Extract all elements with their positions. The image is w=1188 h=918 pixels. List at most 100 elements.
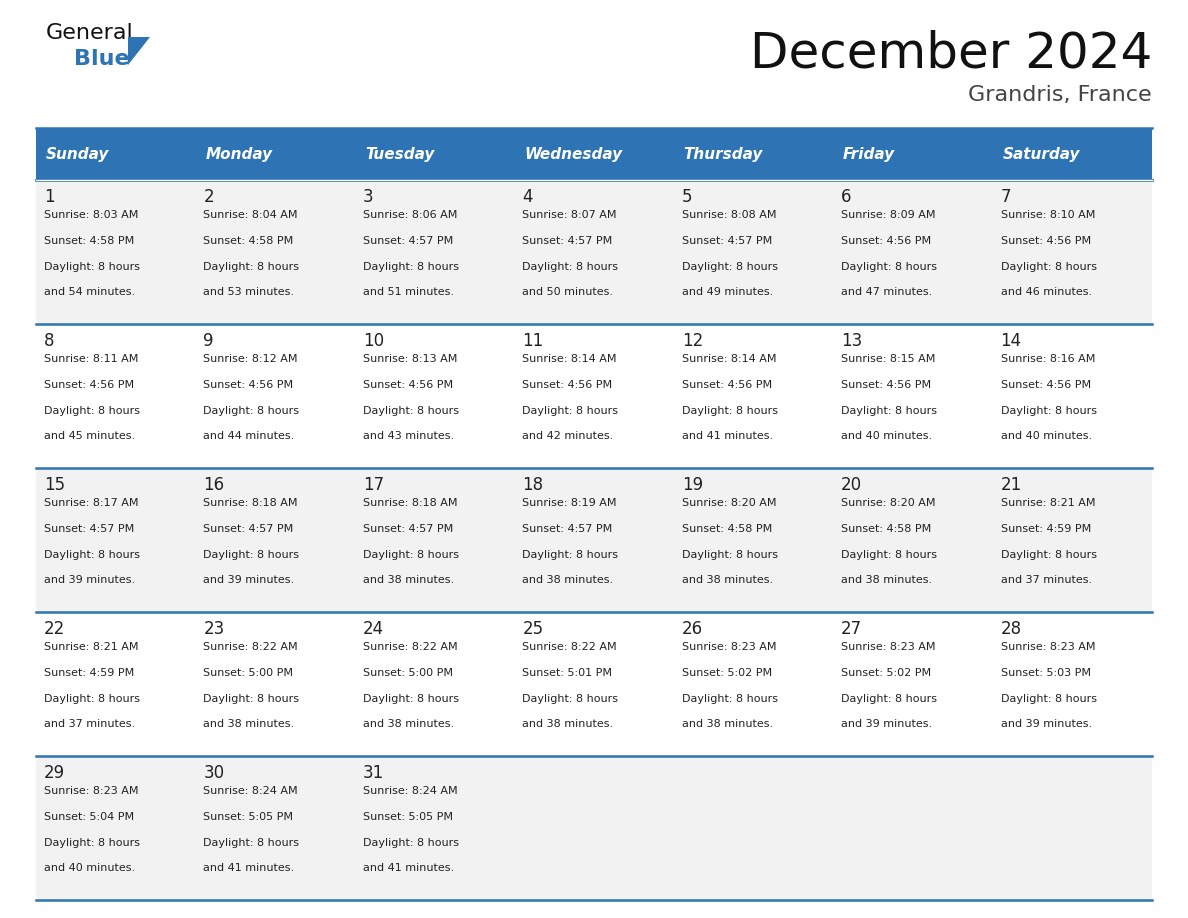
Text: and 51 minutes.: and 51 minutes. xyxy=(362,287,454,297)
Text: and 38 minutes.: and 38 minutes. xyxy=(362,576,454,586)
Text: and 45 minutes.: and 45 minutes. xyxy=(44,431,135,442)
Text: and 38 minutes.: and 38 minutes. xyxy=(523,576,613,586)
Text: Sunrise: 8:23 AM: Sunrise: 8:23 AM xyxy=(1000,642,1095,652)
Text: Daylight: 8 hours: Daylight: 8 hours xyxy=(203,694,299,703)
Text: Sunset: 5:00 PM: Sunset: 5:00 PM xyxy=(203,667,293,677)
Text: 26: 26 xyxy=(682,620,703,638)
Text: Sunset: 5:00 PM: Sunset: 5:00 PM xyxy=(362,667,453,677)
Text: Thursday: Thursday xyxy=(684,147,763,162)
Text: Daylight: 8 hours: Daylight: 8 hours xyxy=(1000,550,1097,560)
Text: Daylight: 8 hours: Daylight: 8 hours xyxy=(841,550,937,560)
Text: Daylight: 8 hours: Daylight: 8 hours xyxy=(362,837,459,847)
Text: Sunrise: 8:20 AM: Sunrise: 8:20 AM xyxy=(682,498,776,508)
Text: Sunset: 4:57 PM: Sunset: 4:57 PM xyxy=(44,524,134,533)
Text: Sunrise: 8:14 AM: Sunrise: 8:14 AM xyxy=(523,354,617,364)
Text: Sunrise: 8:03 AM: Sunrise: 8:03 AM xyxy=(44,210,138,220)
Text: 6: 6 xyxy=(841,188,852,206)
Text: Daylight: 8 hours: Daylight: 8 hours xyxy=(44,262,140,272)
Text: Daylight: 8 hours: Daylight: 8 hours xyxy=(44,837,140,847)
Text: 18: 18 xyxy=(523,476,543,494)
Text: Sunday: Sunday xyxy=(46,147,109,162)
Text: Sunset: 5:01 PM: Sunset: 5:01 PM xyxy=(523,667,612,677)
Text: 1: 1 xyxy=(44,188,55,206)
Text: Saturday: Saturday xyxy=(1003,147,1080,162)
Text: Daylight: 8 hours: Daylight: 8 hours xyxy=(1000,262,1097,272)
Text: and 54 minutes.: and 54 minutes. xyxy=(44,287,135,297)
Text: Sunrise: 8:20 AM: Sunrise: 8:20 AM xyxy=(841,498,936,508)
Text: Sunrise: 8:17 AM: Sunrise: 8:17 AM xyxy=(44,498,139,508)
Text: Sunrise: 8:24 AM: Sunrise: 8:24 AM xyxy=(203,786,298,796)
Text: Sunset: 4:57 PM: Sunset: 4:57 PM xyxy=(362,524,453,533)
Text: 10: 10 xyxy=(362,332,384,350)
Text: Sunrise: 8:21 AM: Sunrise: 8:21 AM xyxy=(1000,498,1095,508)
Text: and 37 minutes.: and 37 minutes. xyxy=(1000,576,1092,586)
Text: Daylight: 8 hours: Daylight: 8 hours xyxy=(1000,694,1097,703)
Text: 5: 5 xyxy=(682,188,693,206)
Text: Monday: Monday xyxy=(206,147,272,162)
Text: and 41 minutes.: and 41 minutes. xyxy=(362,863,454,873)
Text: Sunset: 4:58 PM: Sunset: 4:58 PM xyxy=(203,236,293,246)
Text: Grandris, France: Grandris, France xyxy=(968,85,1152,105)
Text: Daylight: 8 hours: Daylight: 8 hours xyxy=(1000,406,1097,416)
Text: Sunrise: 8:18 AM: Sunrise: 8:18 AM xyxy=(362,498,457,508)
Text: Sunset: 5:04 PM: Sunset: 5:04 PM xyxy=(44,812,134,822)
Text: 3: 3 xyxy=(362,188,373,206)
Text: and 50 minutes.: and 50 minutes. xyxy=(523,287,613,297)
Text: and 53 minutes.: and 53 minutes. xyxy=(203,287,295,297)
Text: and 38 minutes.: and 38 minutes. xyxy=(682,576,773,586)
Text: Daylight: 8 hours: Daylight: 8 hours xyxy=(203,550,299,560)
Text: 9: 9 xyxy=(203,332,214,350)
Text: 23: 23 xyxy=(203,620,225,638)
Text: Sunset: 4:56 PM: Sunset: 4:56 PM xyxy=(44,380,134,390)
Text: Sunrise: 8:22 AM: Sunrise: 8:22 AM xyxy=(523,642,617,652)
Text: Sunset: 4:57 PM: Sunset: 4:57 PM xyxy=(203,524,293,533)
Text: 28: 28 xyxy=(1000,620,1022,638)
Text: and 39 minutes.: and 39 minutes. xyxy=(44,576,135,586)
Text: Daylight: 8 hours: Daylight: 8 hours xyxy=(682,550,778,560)
Text: and 39 minutes.: and 39 minutes. xyxy=(1000,720,1092,729)
Text: and 38 minutes.: and 38 minutes. xyxy=(203,720,295,729)
Text: Sunset: 5:02 PM: Sunset: 5:02 PM xyxy=(841,667,931,677)
Bar xyxy=(36,468,1152,612)
Text: 22: 22 xyxy=(44,620,65,638)
Text: and 49 minutes.: and 49 minutes. xyxy=(682,287,773,297)
Bar xyxy=(36,324,1152,468)
Bar xyxy=(36,756,1152,900)
Text: 29: 29 xyxy=(44,764,65,782)
Polygon shape xyxy=(128,37,150,65)
Text: Daylight: 8 hours: Daylight: 8 hours xyxy=(682,694,778,703)
Text: Daylight: 8 hours: Daylight: 8 hours xyxy=(203,262,299,272)
Text: and 38 minutes.: and 38 minutes. xyxy=(841,576,933,586)
Text: Daylight: 8 hours: Daylight: 8 hours xyxy=(362,262,459,272)
Bar xyxy=(36,180,1152,324)
Text: 31: 31 xyxy=(362,764,384,782)
Text: 20: 20 xyxy=(841,476,862,494)
Text: Sunrise: 8:07 AM: Sunrise: 8:07 AM xyxy=(523,210,617,220)
Text: and 43 minutes.: and 43 minutes. xyxy=(362,431,454,442)
Text: Sunset: 5:05 PM: Sunset: 5:05 PM xyxy=(362,812,453,822)
Text: and 40 minutes.: and 40 minutes. xyxy=(44,863,135,873)
Text: 17: 17 xyxy=(362,476,384,494)
Text: Blue: Blue xyxy=(74,49,129,69)
Text: Sunrise: 8:15 AM: Sunrise: 8:15 AM xyxy=(841,354,935,364)
Text: Tuesday: Tuesday xyxy=(365,147,435,162)
Text: and 38 minutes.: and 38 minutes. xyxy=(523,720,613,729)
Text: Sunset: 5:02 PM: Sunset: 5:02 PM xyxy=(682,667,772,677)
Text: and 47 minutes.: and 47 minutes. xyxy=(841,287,933,297)
Text: Sunset: 4:56 PM: Sunset: 4:56 PM xyxy=(682,380,772,390)
Text: Sunrise: 8:06 AM: Sunrise: 8:06 AM xyxy=(362,210,457,220)
Text: Daylight: 8 hours: Daylight: 8 hours xyxy=(523,262,618,272)
Text: Sunset: 4:57 PM: Sunset: 4:57 PM xyxy=(682,236,772,246)
Bar xyxy=(36,612,1152,756)
Text: Sunset: 4:56 PM: Sunset: 4:56 PM xyxy=(1000,380,1091,390)
Text: and 38 minutes.: and 38 minutes. xyxy=(682,720,773,729)
Text: Sunrise: 8:23 AM: Sunrise: 8:23 AM xyxy=(841,642,936,652)
Text: Daylight: 8 hours: Daylight: 8 hours xyxy=(44,694,140,703)
Text: Sunset: 4:56 PM: Sunset: 4:56 PM xyxy=(1000,236,1091,246)
Text: Sunset: 4:56 PM: Sunset: 4:56 PM xyxy=(523,380,612,390)
Text: Sunrise: 8:13 AM: Sunrise: 8:13 AM xyxy=(362,354,457,364)
Text: 16: 16 xyxy=(203,476,225,494)
Text: 2: 2 xyxy=(203,188,214,206)
Text: 27: 27 xyxy=(841,620,862,638)
Text: Daylight: 8 hours: Daylight: 8 hours xyxy=(682,262,778,272)
